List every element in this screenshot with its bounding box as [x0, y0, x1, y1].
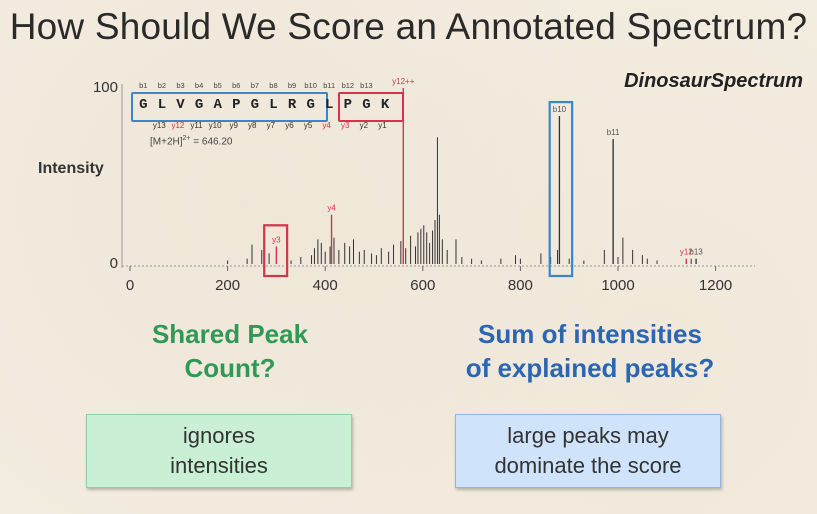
y-ion-label: y2 — [359, 121, 369, 130]
residue: L — [157, 97, 167, 113]
b-ion-peak-label: b10 — [553, 105, 567, 114]
b-ion-label: b9 — [287, 81, 297, 90]
sum-intensity-line2: of explained peaks? — [465, 353, 715, 383]
shared-peak-line1: Shared Peak — [151, 319, 309, 349]
b-ion-label: b11 — [323, 81, 336, 90]
b-ion-label: b10 — [304, 81, 317, 90]
y-ion-labels: y13 y12 y11 y10 y9 y8 y7 y6 y5 y4 y3 y2 y1 — [150, 121, 392, 130]
x-tick-label: 1200 — [699, 277, 732, 294]
x-tick-label: 200 — [215, 277, 240, 294]
residue: P — [232, 97, 241, 113]
residue: G — [194, 97, 204, 113]
y-ion-label: y6 — [285, 121, 294, 130]
y-ion-label: y7 — [266, 121, 276, 130]
x-tick-label: 1000 — [601, 277, 634, 294]
y-ion-label: y1 — [378, 121, 387, 130]
b-ion-label: b1 — [139, 81, 148, 90]
residue: K — [380, 97, 390, 113]
shared-peak-line2: Count? — [184, 353, 276, 383]
b-ion-label: b13 — [360, 81, 373, 90]
y-tick-label: 0 — [110, 255, 118, 272]
residue: G — [306, 97, 315, 113]
y-ion-label: y3 — [341, 121, 350, 130]
precursor-label: [M+2H] — [150, 136, 183, 148]
y-axis-label: Intensity — [38, 160, 104, 177]
b-ion-label: b12 — [341, 81, 355, 90]
b-ion-peak-label: b13 — [689, 248, 703, 257]
y-tick-label: 100 — [93, 79, 118, 96]
y-ion-label: y9 — [229, 121, 238, 130]
b-ion-label: b4 — [194, 81, 204, 90]
b-ion-label: b5 — [213, 81, 222, 90]
y-ion-label: y4 — [322, 121, 331, 130]
b-ion-label: b2 — [157, 81, 167, 90]
large-peaks-card: large peaks may dominate the score — [455, 414, 721, 488]
left-card-line2: intensities — [170, 453, 268, 478]
residue: A — [213, 97, 222, 113]
b-ion-label: b7 — [250, 81, 260, 90]
residue: R — [287, 97, 297, 113]
b-ion-label: b8 — [269, 81, 278, 90]
b-ion-label: b3 — [176, 81, 185, 90]
residue: P — [343, 97, 353, 113]
residue: V — [176, 97, 185, 113]
ignores-intensities-card: ignores intensities — [86, 414, 352, 488]
x-tick-label: 600 — [410, 277, 435, 294]
residue: G — [250, 97, 260, 113]
b-ion-label: b6 — [232, 81, 241, 90]
right-card-line1: large peaks may — [507, 423, 669, 448]
b10-highlight-box — [548, 100, 574, 278]
sum-intensity-line1: Sum of intensities — [478, 319, 702, 349]
shared-peak-heading: Shared Peak Count? — [110, 317, 350, 385]
precursor-charge: 2+ — [182, 135, 191, 142]
b-ion-peak-label: b11 — [607, 128, 620, 137]
residue: L — [269, 97, 278, 113]
y-ion-label: y11 — [190, 121, 203, 130]
residue: G — [362, 97, 371, 113]
slide-title: How Should We Score an Annotated Spectru… — [9, 6, 808, 47]
y-series-box — [338, 92, 404, 122]
y-ion-label: y13 — [152, 121, 166, 130]
residue: G — [139, 97, 148, 113]
b-series-box — [131, 92, 328, 122]
brand-label: DinosaurSpectrum — [624, 70, 803, 92]
y-ion-peak-label: y12++ — [392, 77, 415, 86]
residue: L — [325, 97, 334, 113]
y-ion-peak-label: y3 — [272, 235, 281, 244]
x-tick-label: 400 — [313, 277, 338, 294]
right-card-line2: dominate the score — [494, 453, 682, 478]
left-card-line1: ignores — [182, 423, 256, 448]
b-ion-labels: b1 b2 b3 b4 b5 b6 b7 b8 b9 b10 b11 b12 b13 — [134, 81, 376, 90]
precursor-mass: [M+2H]2+ = 646.20 — [150, 135, 232, 147]
y-ion-label: y5 — [303, 121, 313, 130]
y-ion-peak-label: y12 — [680, 248, 693, 257]
x-tick-label: 800 — [508, 277, 533, 294]
y-ion-label: y12 — [171, 121, 185, 130]
x-tick-label: 0 — [126, 277, 134, 294]
y-ion-label: y8 — [248, 121, 257, 130]
precursor-value: = 646.20 — [190, 136, 233, 148]
y3-highlight-box — [263, 224, 289, 278]
y-ion-peak-label: y4 — [327, 204, 336, 213]
y-ion-label: y10 — [208, 121, 222, 130]
sum-intensity-heading: Sum of intensities of explained peaks? — [430, 317, 750, 385]
